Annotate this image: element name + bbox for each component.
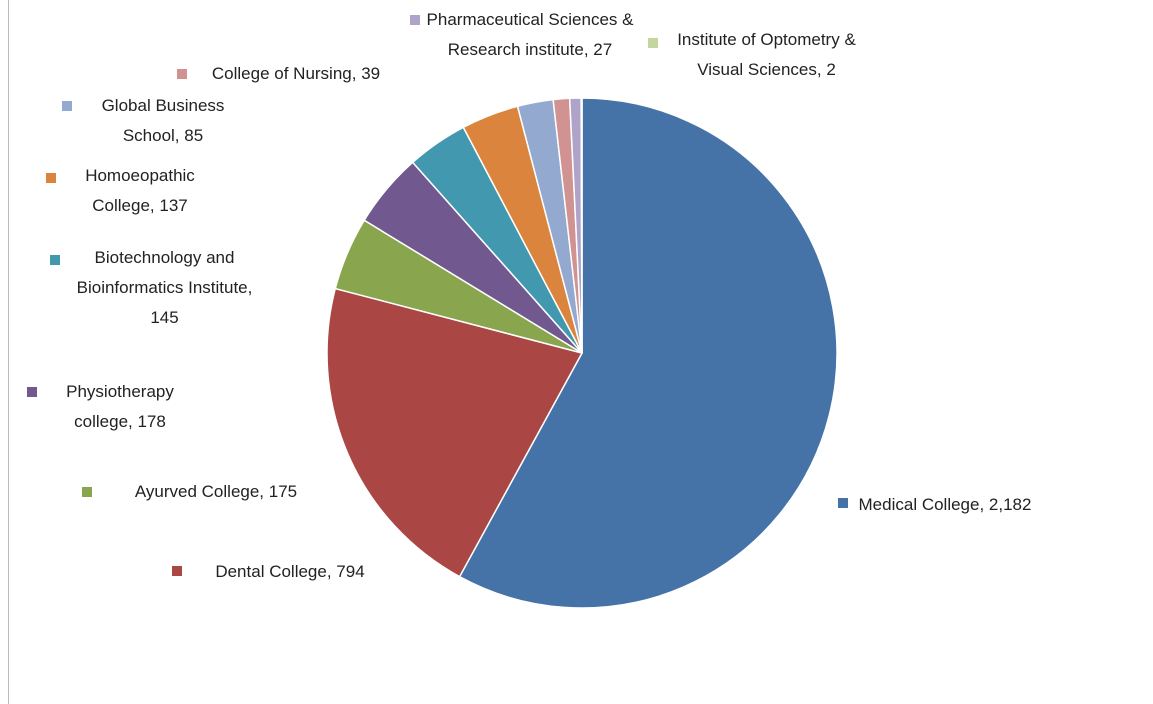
label-swatch [838,498,848,508]
pie-slice [458,97,838,609]
data-label: Global Business School, 85 [101,96,225,145]
data-label: Homoeopathic College, 137 [85,166,195,215]
data-label: Biotechnology and Bioinformatics Institu… [76,248,253,327]
label-swatch [62,101,72,111]
label-swatch [82,487,92,497]
data-label: College of Nursing, 39 [211,64,381,83]
label-swatch [177,69,187,79]
pie-slice [326,287,584,578]
data-label: Ayurved College, 175 [134,482,298,501]
data-label: Institute of Optometry & Visual Sciences… [677,30,856,79]
data-label: Dental College, 794 [215,562,365,581]
data-label: Pharmaceutical Sciences & Research insti… [426,10,634,59]
label-swatch [648,38,658,48]
label-swatch [50,255,60,265]
pie-slice [580,97,583,354]
chart-border [8,0,9,704]
label-swatch [27,387,37,397]
data-label: Medical College, 2,182 [858,495,1032,514]
label-swatch [172,566,182,576]
label-swatch [410,15,420,25]
data-label: Physiotherapy college, 178 [66,382,174,431]
label-swatch [46,173,56,183]
